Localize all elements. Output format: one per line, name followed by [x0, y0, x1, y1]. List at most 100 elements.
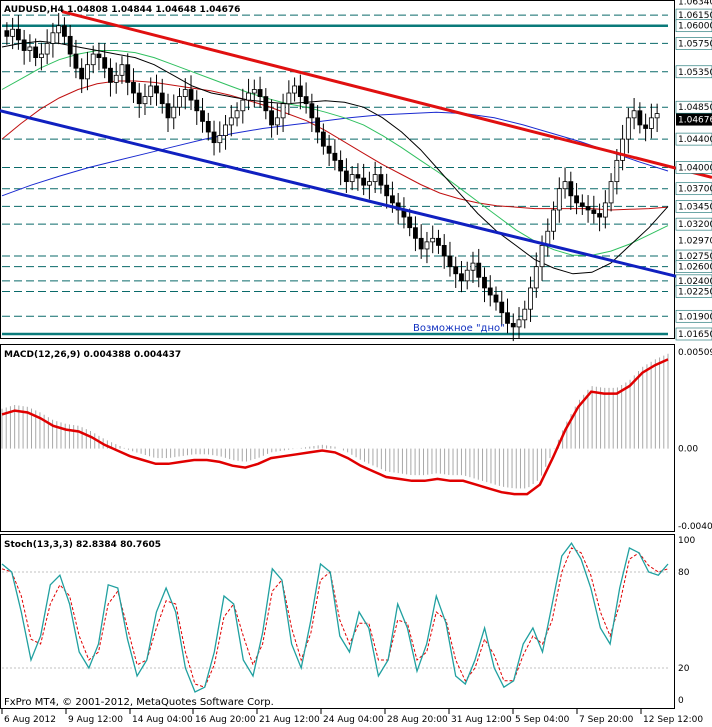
level-price-label: 1.04400 [678, 135, 712, 145]
level-price-label: 1.04850 [678, 103, 712, 113]
macd-tick-label: -0.00408 [678, 522, 712, 532]
candle-body [568, 181, 574, 197]
candle-body [476, 262, 482, 278]
candle-body [320, 131, 326, 147]
date-label: 21 Aug 12:00 [259, 715, 320, 725]
candle-body [188, 89, 194, 101]
macd-tick-label: 0.00509 [678, 348, 712, 358]
candle-body [505, 312, 510, 324]
level-price-label: 1.02250 [678, 287, 712, 297]
candle-body [579, 202, 585, 207]
candle-body [240, 99, 246, 112]
current-price-box [676, 113, 712, 126]
level-price-label: 1.05350 [678, 68, 712, 78]
candle-body [654, 113, 660, 119]
date-label: 9 Aug 12:00 [68, 715, 123, 725]
candle-body [50, 32, 56, 44]
candle-body [79, 67, 85, 80]
candle-body [372, 174, 378, 183]
candle-body [10, 28, 16, 37]
date-label: 24 Aug 04:00 [323, 715, 384, 725]
candle-body [142, 96, 148, 105]
candle-body [33, 46, 39, 59]
candle-body [355, 174, 361, 179]
level-price-label: 1.03200 [678, 220, 712, 230]
candle-body [211, 131, 217, 144]
candle-body [384, 184, 390, 197]
candle-body [286, 92, 292, 105]
candle-body [228, 117, 234, 126]
level-price-label: 1.01650 [678, 330, 712, 340]
candle-body [378, 174, 384, 186]
candle-body [585, 206, 591, 211]
candle-body [90, 53, 96, 66]
candle-body [257, 89, 263, 97]
level-price-box [675, 37, 712, 50]
level-price-box [675, 100, 712, 114]
candle-body [246, 92, 251, 101]
candle-body [27, 46, 33, 51]
stoch-tick-label: 80 [678, 568, 690, 578]
stoch-label: Stoch(13,3,3) 82.8384 80.7605 [4, 540, 161, 550]
candle-body [177, 96, 182, 108]
candle-body [136, 92, 142, 105]
candle-body [223, 124, 228, 136]
candle-body [637, 110, 643, 126]
candle-body [591, 209, 597, 214]
level-price-label: 1.06000 [678, 22, 712, 32]
candle-body [430, 237, 436, 243]
candle-body [297, 85, 303, 97]
candle-body [447, 255, 453, 268]
candle-body [453, 266, 459, 275]
candle-body [96, 53, 102, 59]
date-label: 31 Aug 12:00 [451, 715, 512, 725]
candle-body [148, 85, 154, 97]
level-price-label: 1.05750 [678, 39, 712, 49]
date-label: 5 Sep 04:00 [515, 715, 570, 725]
candle-body [125, 64, 131, 83]
macd-label: MACD(12,26,9) 0.004388 0.004437 [4, 350, 181, 360]
level-price-box [675, 327, 712, 341]
candle-body [631, 110, 637, 119]
level-price-box [675, 65, 712, 79]
candle-body [165, 103, 171, 119]
candle-body [614, 159, 620, 183]
red-trendline [61, 10, 712, 179]
candle-body [67, 35, 73, 55]
candle-body [309, 103, 315, 119]
candle-body [366, 181, 372, 186]
candle-body [38, 53, 44, 59]
candle-body [556, 188, 562, 211]
candle-body [269, 110, 274, 126]
date-label: 14 Aug 04:00 [132, 715, 193, 725]
candle-body [315, 117, 321, 133]
stoch-tick-label: 0 [678, 696, 684, 706]
ma-green-line [1, 50, 669, 256]
candle-body [499, 301, 505, 314]
stoch-signal-line [1, 547, 669, 688]
annotation-label: Возможное "дно" [413, 323, 505, 334]
candle-body [648, 117, 654, 129]
current-price-label: 1.04676 [678, 116, 712, 126]
candle-body [338, 159, 344, 172]
candle-body [303, 96, 309, 105]
candle-body [194, 99, 200, 112]
candle-body [551, 209, 556, 232]
candle-body [326, 145, 332, 154]
level-price-label: 1.02600 [678, 263, 712, 273]
candle-body [182, 89, 188, 97]
level-price-label: 1.03450 [678, 202, 712, 212]
level-price-box [675, 217, 712, 231]
level-price-label: 1.03700 [678, 185, 712, 195]
candle-body [131, 82, 136, 94]
level-price-box [675, 182, 712, 196]
candle-body [574, 195, 579, 204]
candle-body [459, 273, 464, 282]
candle-body [44, 43, 50, 55]
candle-body [15, 28, 21, 41]
date-label: 6 Aug 2012 [4, 715, 56, 725]
copyright-text: FxPro MT4, © 2001-2012, MetaQuotes Softw… [4, 697, 274, 708]
date-label: 16 Aug 20:00 [195, 715, 256, 725]
level-price-box [675, 161, 712, 174]
stoch-tick-label: 100 [678, 536, 695, 546]
